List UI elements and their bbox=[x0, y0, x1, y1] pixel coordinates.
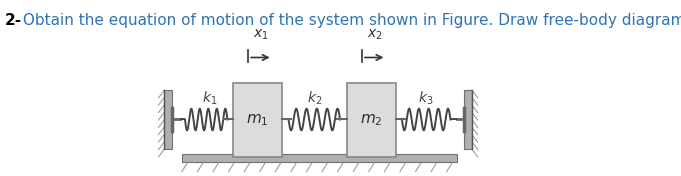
Text: $k_2$: $k_2$ bbox=[306, 89, 322, 106]
Text: $k_3$: $k_3$ bbox=[418, 89, 434, 106]
Bar bbox=[165, 90, 172, 149]
Text: 2-: 2- bbox=[4, 13, 22, 28]
Bar bbox=[182, 154, 456, 162]
Text: $m_1$: $m_1$ bbox=[246, 112, 269, 128]
Text: $x_2$: $x_2$ bbox=[367, 27, 383, 42]
Bar bbox=[233, 83, 282, 157]
Bar bbox=[347, 83, 396, 157]
Text: $m_2$: $m_2$ bbox=[360, 112, 383, 128]
Text: Obtain the equation of motion of the system shown in Figure. Draw free-body diag: Obtain the equation of motion of the sys… bbox=[18, 13, 681, 28]
Bar bbox=[464, 90, 472, 149]
Text: $x_1$: $x_1$ bbox=[253, 27, 269, 42]
Text: $k_1$: $k_1$ bbox=[202, 89, 218, 106]
